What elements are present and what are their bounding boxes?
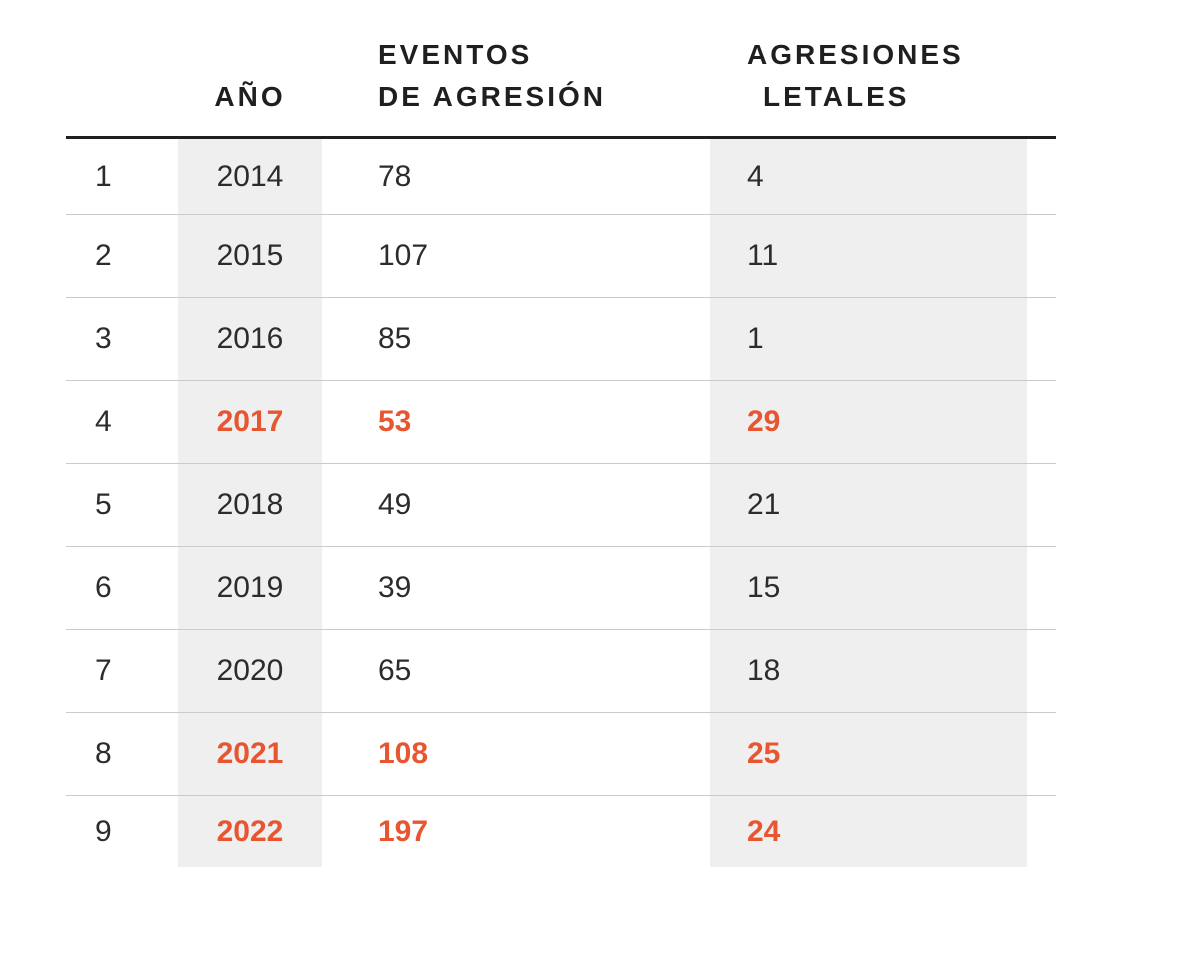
year-cell: 2022 bbox=[178, 796, 322, 867]
table-row: 1 2014 78 4 bbox=[66, 139, 1056, 215]
events-cell: 197 bbox=[378, 814, 429, 848]
lethal-cell: 25 bbox=[710, 713, 1027, 795]
year-cell: 2017 bbox=[178, 381, 322, 463]
row-index-cell: 8 bbox=[95, 737, 112, 770]
lethal-cell: 15 bbox=[710, 547, 1027, 629]
row-index-cell: 9 bbox=[95, 814, 112, 848]
row-index-cell: 6 bbox=[95, 571, 112, 604]
data-table: AÑO EVENTOS DE AGRESIÓN AGRESIONES LETAL… bbox=[66, 34, 1056, 867]
table-row: 2 2015 107 11 bbox=[66, 215, 1056, 298]
year-cell: 2021 bbox=[178, 713, 322, 795]
table-body: 1 2014 78 4 2 2015 107 11 3 2016 85 1 4 … bbox=[66, 139, 1056, 867]
table-row: 8 2021 108 25 bbox=[66, 713, 1056, 796]
year-cell: 2016 bbox=[178, 298, 322, 380]
table-row: 9 2022 197 24 bbox=[66, 796, 1056, 867]
year-cell: 2018 bbox=[178, 464, 322, 546]
row-index-cell: 4 bbox=[95, 405, 112, 438]
events-cell: 53 bbox=[378, 405, 412, 438]
events-cell: 78 bbox=[378, 159, 412, 193]
row-index-cell: 2 bbox=[95, 239, 112, 272]
year-cell: 2020 bbox=[178, 630, 322, 712]
lethal-cell: 11 bbox=[710, 215, 1027, 297]
year-cell: 2015 bbox=[178, 215, 322, 297]
header-lethal-line1: AGRESIONES bbox=[747, 39, 964, 70]
table-row: 5 2018 49 21 bbox=[66, 464, 1056, 547]
lethal-cell: 24 bbox=[710, 796, 1027, 867]
table-header: AÑO EVENTOS DE AGRESIÓN AGRESIONES LETAL… bbox=[66, 34, 1056, 139]
events-cell: 108 bbox=[378, 737, 429, 770]
row-index-cell: 5 bbox=[95, 488, 112, 521]
year-cell: 2014 bbox=[178, 139, 322, 214]
header-year-label: AÑO bbox=[214, 81, 286, 112]
events-cell: 85 bbox=[378, 322, 412, 355]
table-row: 6 2019 39 15 bbox=[66, 547, 1056, 630]
events-cell: 49 bbox=[378, 488, 412, 521]
lethal-cell: 29 bbox=[710, 381, 1027, 463]
header-lethal-line2: LETALES bbox=[763, 81, 910, 112]
header-events: EVENTOS DE AGRESIÓN bbox=[322, 34, 710, 118]
row-index-cell: 7 bbox=[95, 654, 112, 687]
lethal-cell: 21 bbox=[710, 464, 1027, 546]
row-index-cell: 1 bbox=[95, 159, 112, 193]
row-index-cell: 3 bbox=[95, 322, 112, 355]
header-events-line1: EVENTOS bbox=[378, 39, 533, 70]
header-events-line2: DE AGRESIÓN bbox=[378, 81, 606, 112]
lethal-cell: 18 bbox=[710, 630, 1027, 712]
year-cell: 2019 bbox=[178, 547, 322, 629]
events-cell: 65 bbox=[378, 654, 412, 687]
events-cell: 107 bbox=[378, 239, 429, 272]
table-row: 3 2016 85 1 bbox=[66, 298, 1056, 381]
header-lethal: AGRESIONES LETALES bbox=[710, 34, 1027, 118]
lethal-cell: 4 bbox=[710, 139, 1027, 214]
header-year: AÑO bbox=[178, 76, 322, 118]
table-row: 4 2017 53 29 bbox=[66, 381, 1056, 464]
events-cell: 39 bbox=[378, 571, 412, 604]
table-row: 7 2020 65 18 bbox=[66, 630, 1056, 713]
lethal-cell: 1 bbox=[710, 298, 1027, 380]
